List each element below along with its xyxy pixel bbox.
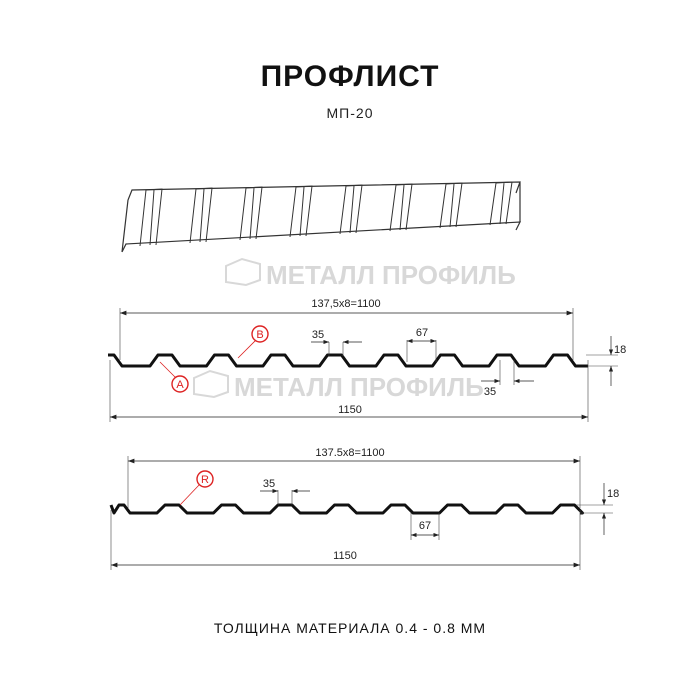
material-thickness: ТОЛЩИНА МАТЕРИАЛА 0.4 - 0.8 ММ (213, 620, 487, 636)
total-width-dimension: 1150 (338, 404, 362, 416)
bottom-width-dimension: 67 (419, 520, 431, 532)
height-dimension: 18 (614, 344, 626, 356)
sheet-rib (339, 184, 363, 235)
callout-r (196, 470, 214, 488)
sheet-3d-view (121, 181, 521, 253)
pitch-dimension: 137.5x8=1100 (315, 447, 384, 459)
height-dimension: 18 (607, 488, 619, 500)
sheet-rib (139, 188, 163, 247)
watermark-middle: МЕТАЛЛ ПРОФИЛЬ (193, 369, 484, 402)
profile-ab: 137,5x8=1100 1150 35 67 35 18 A B (108, 298, 626, 422)
sheet-rib (239, 186, 263, 241)
profile-line-ab (108, 353, 588, 368)
crest-width-dimension: 35 (312, 329, 324, 341)
svg-text:R: R (201, 474, 209, 486)
valley-width-dimension: 35 (484, 386, 496, 398)
sheet-outline (121, 181, 521, 253)
svg-text:A: A (176, 379, 184, 391)
sheet-rib (289, 185, 313, 238)
svg-text:МЕТАЛЛ ПРОФИЛЬ: МЕТАЛЛ ПРОФИЛЬ (266, 260, 516, 290)
top-width-dimension: 67 (416, 327, 428, 339)
crest-width-dimension: 35 (263, 478, 275, 490)
svg-text:МЕТАЛЛ ПРОФИЛЬ: МЕТАЛЛ ПРОФИЛЬ (234, 372, 484, 402)
profile-line-r (109, 503, 584, 515)
svg-text:B: B (256, 329, 263, 341)
pitch-dimension: 137,5x8=1100 (311, 298, 380, 310)
sheet-rib (389, 183, 413, 232)
page-title: ПРОФЛИСТ (260, 60, 440, 93)
callout-b (251, 325, 269, 343)
sheet-rib (439, 182, 463, 229)
sheet-rib (489, 181, 513, 226)
callout-a (171, 375, 189, 393)
profile-r: 137.5x8=1100 1150 35 67 18 R (109, 447, 619, 570)
product-model: МП-20 (326, 105, 374, 121)
sheet-rib (189, 187, 213, 244)
total-width-dimension: 1150 (333, 550, 357, 562)
watermark-top: МЕТАЛЛ ПРОФИЛЬ (225, 257, 516, 290)
